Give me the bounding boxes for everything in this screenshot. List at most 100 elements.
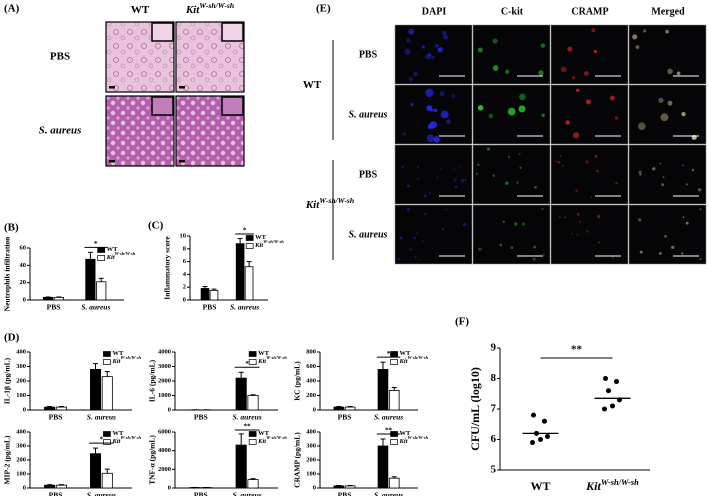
legend-swatch [103, 351, 111, 357]
fluorescence-spot [521, 222, 526, 226]
y-tick-label: 4000 [158, 348, 171, 355]
legend-swatch [245, 235, 254, 241]
fluorescence-spot [555, 160, 557, 163]
fluorescence-spot [426, 105, 433, 112]
bar [209, 289, 219, 301]
y-tick-label: 20 [20, 279, 27, 286]
microscopy-image [472, 204, 551, 265]
fluorescence-spot [561, 164, 564, 167]
legend-swatch [390, 351, 398, 357]
fluorescence-spot [682, 164, 684, 167]
fluorescence-spot [433, 136, 440, 143]
y-tick-label: 200 [306, 456, 316, 463]
x-tick-label: PBS [338, 413, 352, 422]
fluorescence-spot [510, 246, 514, 250]
fluorescence-spot [559, 155, 562, 158]
fluorescence-spot [409, 248, 413, 251]
legend-label-main: Kit [257, 358, 266, 365]
fluorescence-spot [635, 45, 640, 49]
fluorescence-spot [423, 212, 427, 215]
image-inset [151, 22, 174, 42]
fluorescence-spot [532, 257, 536, 261]
image-inset [221, 96, 244, 116]
fluorescence-spot [611, 256, 615, 259]
legend-swatch [245, 243, 254, 249]
microscopy-image [550, 204, 629, 265]
bar [44, 484, 56, 489]
y-tick-label: 1000 [158, 392, 171, 399]
legend-label-sup: W-sh/W-sh [115, 251, 136, 256]
fluorescence-spot [699, 258, 702, 261]
fluorescence-spot [594, 154, 598, 158]
bar [85, 258, 96, 301]
row-label: PBS [359, 169, 378, 180]
fluorescence-spot [492, 65, 499, 71]
x-tick-label: S. aureus [233, 413, 262, 422]
fluorescence-spot [406, 208, 410, 212]
y-tick-label: 200 [16, 377, 26, 384]
fluorescence-spot [435, 44, 439, 48]
fluorescence-spot [533, 245, 537, 249]
legend-label-main: WT [112, 430, 124, 437]
legend-swatch [97, 247, 106, 253]
legend-label-sup: W-sh/W-sh [120, 355, 141, 360]
microscopy-image [628, 84, 707, 145]
x-tick-label: PBS [194, 413, 208, 422]
legend-label-main: WT [400, 430, 412, 437]
x-tick-label: KitW-sh/W-sh [585, 478, 639, 493]
row-label: S. aureus [349, 229, 388, 240]
fluorescence-spot [507, 107, 516, 116]
fluorescence-spot [443, 34, 448, 40]
x-tick-label: WT [530, 479, 550, 493]
legend-swatch [390, 439, 398, 445]
fluorescence-spot [541, 208, 544, 211]
bar [42, 296, 54, 301]
bar [377, 445, 389, 489]
y-tick-label: 400 [306, 428, 316, 435]
fluorescence-spot [433, 108, 438, 113]
legend-swatch [390, 359, 398, 365]
y-axis-title: Inflammatory score [163, 236, 172, 300]
fluorescence-spot [423, 194, 427, 198]
fluorescence-spot [499, 243, 503, 247]
y-axis-title: TNF-α (pg/mL) [148, 435, 157, 485]
fluorescence-spot [637, 122, 646, 130]
fluorescence-spot [486, 147, 491, 151]
microscopy-image [550, 24, 629, 85]
significance-label: * [245, 360, 249, 368]
legend-label-main: Kit [106, 254, 115, 261]
bar [55, 406, 67, 411]
y-tick-label: 4000 [158, 447, 171, 454]
fluorescence-spot [577, 212, 580, 216]
fluorescence-spot [572, 132, 580, 139]
fluorescence-spot [440, 167, 442, 170]
legend-label: KitW-sh/W-sh [399, 355, 429, 365]
y-axis-title: Neutrophils infiltration [3, 236, 12, 311]
fluorescence-spot [585, 160, 589, 164]
fluorescence-spot [590, 196, 593, 198]
scale-bar [109, 86, 115, 89]
legend-swatch [248, 439, 257, 445]
column-label: Merged [651, 6, 685, 17]
y-axis-title: IL-6 (pg/mL) [148, 359, 157, 402]
fluorescence-spot [664, 234, 667, 238]
y-tick-label: 100 [16, 470, 26, 477]
bar [344, 406, 356, 411]
fluorescence-spot [421, 240, 424, 243]
panel-label: (A) [4, 3, 20, 15]
y-tick-label: 2000 [158, 466, 171, 473]
fluorescence-spot [406, 38, 411, 43]
microscopy-image [394, 84, 473, 145]
y-tick-label: 400 [306, 377, 316, 384]
significance-label: ** [385, 427, 393, 435]
legend-label: KitW-sh/W-sh [111, 355, 141, 365]
y-tick-label: 0 [23, 484, 26, 491]
legend-label: WT [107, 246, 119, 253]
scale-bar [109, 160, 115, 163]
bar [101, 376, 113, 411]
legend-label-sup: W-sh/W-sh [266, 435, 287, 440]
fluorescence-spot [557, 160, 561, 164]
data-point [603, 376, 608, 381]
fluorescence-spot [505, 69, 510, 74]
x-tick-label-main: WT [530, 479, 550, 493]
